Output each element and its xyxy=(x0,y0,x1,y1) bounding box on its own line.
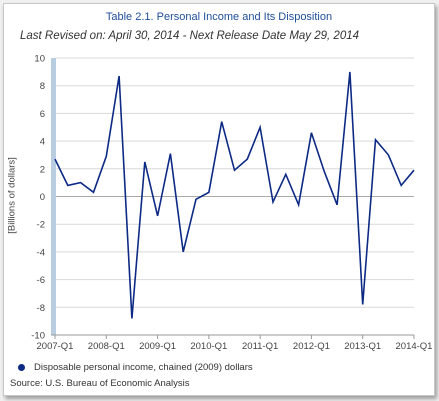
y-tick-label: -6 xyxy=(37,275,45,286)
line-chart: -10 -8 -6 -4 -2 0 2 4 6 8 10 2007-Q1 2008-Q1 2009-Q1 2… xyxy=(31,54,433,353)
chart-frame: Table 2.1. Personal Income and Its Dispo… xyxy=(3,3,435,396)
y-tick-label: 0 xyxy=(40,192,45,203)
chart-subtitle: Last Revised on: April 30, 2014 - Next R… xyxy=(20,30,360,42)
x-tick-label: 2008-Q1 xyxy=(88,341,125,352)
x-tick-label: 2013-Q1 xyxy=(344,341,381,352)
legend[interactable]: Disposable personal income, chained (200… xyxy=(18,362,253,373)
y-axis-band xyxy=(51,58,56,335)
y-tick-label: -4 xyxy=(37,247,45,258)
x-tick-label: 2007-Q1 xyxy=(37,341,74,352)
y-axis-label: [Billions of dollars] xyxy=(6,157,18,234)
legend-marker xyxy=(18,364,25,371)
x-tick-label: 2010-Q1 xyxy=(190,341,227,352)
y-tick-label: -10 xyxy=(31,331,45,342)
y-tick-label: 8 xyxy=(40,81,45,92)
y-tick-label: 4 xyxy=(40,137,45,148)
y-tick-label: -8 xyxy=(37,303,45,314)
y-tick-label: 2 xyxy=(40,164,45,175)
x-tick-label: 2012-Q1 xyxy=(293,341,330,352)
y-tick-label: 6 xyxy=(40,109,45,120)
y-tick-label: -2 xyxy=(37,220,45,231)
y-tick-label: 10 xyxy=(34,54,45,65)
source-note: Source: U.S. Bureau of Economic Analysis xyxy=(10,378,190,389)
series-line xyxy=(54,71,415,319)
chart-title: Table 2.1. Personal Income and Its Dispo… xyxy=(105,11,333,23)
x-tick-label: 2014-Q1 xyxy=(396,341,433,352)
legend-label: Disposable personal income, chained (200… xyxy=(34,362,253,373)
x-tick-label: 2009-Q1 xyxy=(139,341,176,352)
x-tick-label: 2011-Q1 xyxy=(242,341,278,352)
